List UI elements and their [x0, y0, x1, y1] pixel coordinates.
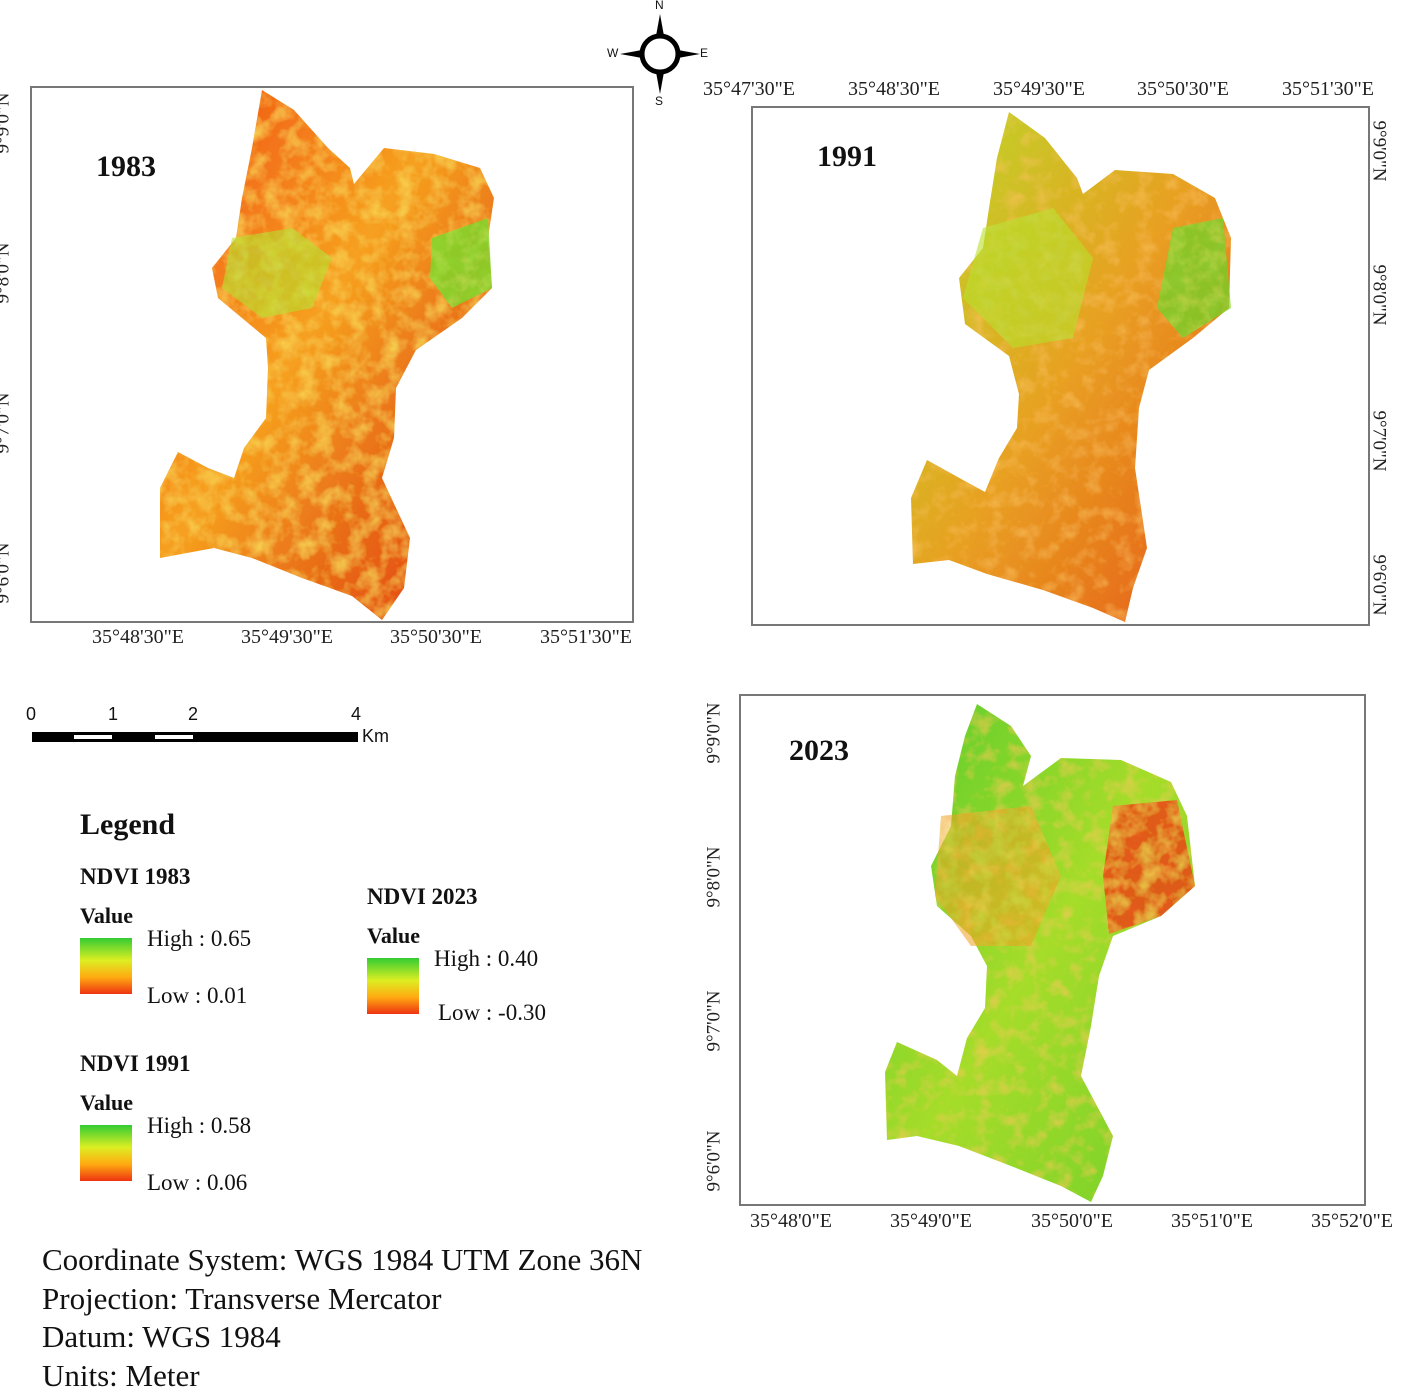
- scale-label: 4: [351, 704, 362, 724]
- y-tick: 9°9'0"N: [0, 92, 14, 154]
- x-tick: 35°50'0"E: [1031, 1210, 1113, 1232]
- x-tick: 35°48'30"E: [848, 78, 940, 100]
- east-label: E: [700, 46, 709, 60]
- scale-bar: 0 1 2 4 Km: [24, 704, 404, 754]
- map-year-2023: 2023: [789, 734, 849, 767]
- north-label: N: [655, 0, 664, 12]
- datum: Datum: WGS 1984: [42, 1319, 281, 1354]
- x-tick: 35°51'30"E: [1282, 78, 1374, 100]
- compass-icon: [620, 14, 700, 94]
- map-frame-2023: 2023: [739, 694, 1366, 1206]
- y-tick: 9°6'0"N: [703, 1130, 725, 1192]
- north-arrow: N S E W: [604, 0, 714, 110]
- scale-label: 2: [188, 704, 199, 724]
- legend-high: High : 0.65: [147, 926, 252, 951]
- y-tick: 9°9'0"N: [1368, 120, 1390, 182]
- ndvi-1983-color-ramp: [80, 938, 132, 994]
- scale-label: 0: [26, 704, 37, 724]
- x-tick: 35°49'0"E: [890, 1210, 972, 1232]
- x-tick: 35°49'30"E: [993, 78, 1085, 100]
- y-tick: 9°8'0"N: [0, 242, 14, 304]
- legend-ndvi-2023-title: NDVI 2023: [367, 884, 478, 909]
- map-frame-1983: 1983: [30, 86, 634, 623]
- legend-low: Low : 0.01: [147, 983, 248, 1008]
- x-tick: 35°51'30"E: [540, 626, 632, 648]
- y-tick: 9°6'0"N: [0, 542, 14, 604]
- x-tick: 35°48'0"E: [750, 1210, 832, 1232]
- y-tick: 9°7'0"N: [0, 392, 14, 454]
- y-tick: 9°8'0"N: [1368, 264, 1390, 326]
- legend-ndvi-1983-title: NDVI 1983: [80, 864, 191, 889]
- x-tick: 35°49'30"E: [241, 626, 333, 648]
- x-tick: 35°52'0"E: [1311, 1210, 1393, 1232]
- ndvi-map-2023: [885, 704, 1195, 1202]
- y-tick: 9°7'0"N: [1368, 410, 1390, 472]
- south-label: S: [655, 94, 664, 108]
- ndvi-map-1983: [160, 90, 494, 620]
- legend-title: Legend: [80, 808, 176, 841]
- map-year-1983: 1983: [96, 150, 156, 183]
- y-tick: 9°9'0"N: [703, 702, 725, 764]
- scale-label: 1: [108, 704, 119, 724]
- legend-high: High : 0.58: [147, 1113, 252, 1138]
- legend: Legend NDVI 1983 Value High : 0.65 Low :…: [0, 800, 640, 1200]
- x-tick: 35°51'0"E: [1171, 1210, 1253, 1232]
- x-tick: 35°48'30"E: [92, 626, 184, 648]
- scale-unit: Km: [362, 726, 389, 746]
- x-tick: 35°47'30"E: [703, 78, 795, 100]
- projection: Projection: Transverse Mercator: [42, 1281, 442, 1316]
- map-frame-1991: 1991: [751, 106, 1370, 626]
- legend-value-label: Value: [367, 923, 420, 948]
- coordinate-system: Coordinate System: WGS 1984 UTM Zone 36N: [42, 1242, 643, 1277]
- legend-high: High : 0.40: [434, 946, 539, 971]
- y-tick: 9°6'0"N: [1368, 554, 1390, 616]
- legend-low: Low : -0.30: [438, 1000, 546, 1025]
- units: Units: Meter: [42, 1358, 200, 1393]
- ndvi-map-1991: [911, 112, 1231, 622]
- legend-value-label: Value: [80, 1090, 133, 1115]
- ndvi-2023-color-ramp: [367, 958, 419, 1014]
- legend-value-label: Value: [80, 903, 133, 928]
- y-tick: 9°7'0"N: [703, 990, 725, 1052]
- x-tick: 35°50'30"E: [390, 626, 482, 648]
- legend-low: Low : 0.06: [147, 1170, 248, 1195]
- ndvi-1991-color-ramp: [80, 1125, 132, 1181]
- x-tick: 35°50'30"E: [1137, 78, 1229, 100]
- west-label: W: [607, 46, 619, 60]
- y-tick: 9°8'0"N: [703, 846, 725, 908]
- legend-ndvi-1991-title: NDVI 1991: [80, 1051, 191, 1076]
- map-info: Coordinate System: WGS 1984 UTM Zone 36N…: [42, 1242, 742, 1393]
- map-year-1991: 1991: [817, 140, 877, 173]
